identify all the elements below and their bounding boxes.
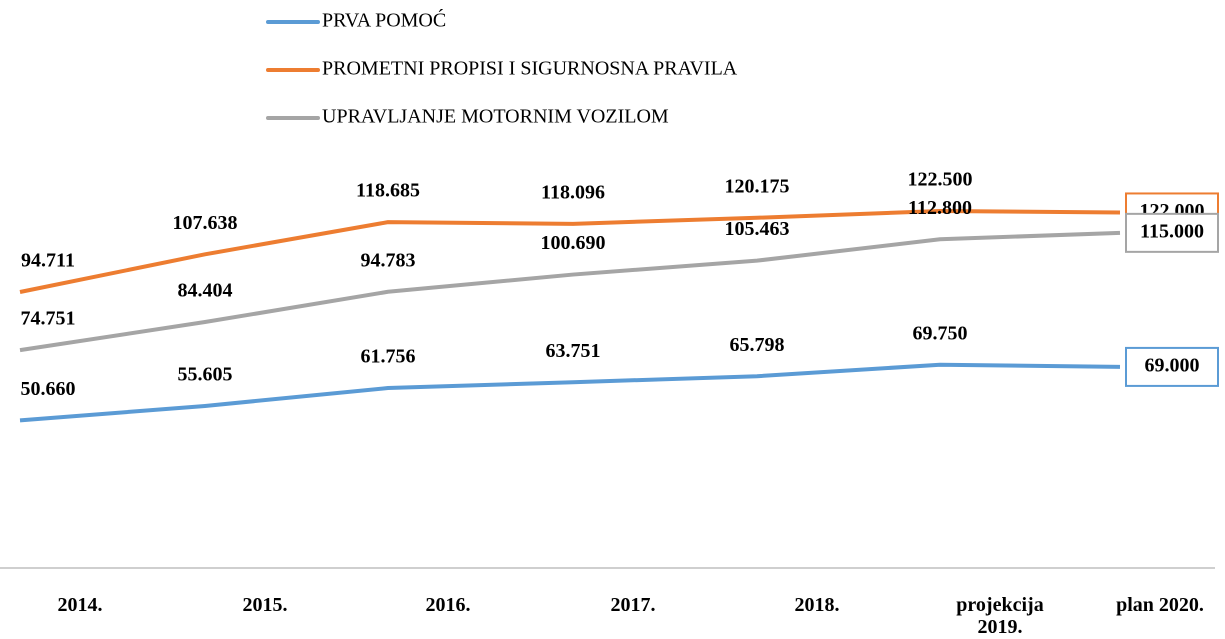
data-label: 122.500 bbox=[908, 169, 973, 191]
data-label: 115.000 bbox=[1140, 220, 1204, 242]
data-label: 63.751 bbox=[546, 340, 601, 362]
data-label: 55.605 bbox=[178, 364, 233, 386]
legend-label: UPRAVLJANJE MOTORNIM VOZILOM bbox=[322, 106, 669, 128]
data-label: 50.660 bbox=[21, 378, 76, 400]
data-label: 105.463 bbox=[725, 218, 790, 240]
data-label: 84.404 bbox=[178, 280, 233, 302]
data-label: 118.685 bbox=[356, 180, 420, 202]
data-label: 94.711 bbox=[21, 250, 75, 272]
legend-label: PROMETNI PROPISI I SIGURNOSNA PRAVILA bbox=[322, 58, 738, 80]
data-label: 100.690 bbox=[541, 232, 606, 254]
x-tick-label: projekcija 2019. bbox=[956, 594, 1044, 638]
data-label: 69.750 bbox=[913, 322, 968, 344]
line-series bbox=[19, 230, 1121, 353]
x-tick-label: 2016. bbox=[425, 594, 471, 616]
data-label: 74.751 bbox=[21, 308, 76, 330]
data-label: 112.800 bbox=[908, 197, 972, 219]
data-label: 65.798 bbox=[730, 334, 785, 356]
x-tick-label: 2015. bbox=[242, 594, 288, 616]
line-series bbox=[19, 209, 1121, 294]
data-label: 107.638 bbox=[173, 212, 238, 234]
legend-label: PRVA POMOĆ bbox=[322, 8, 446, 32]
x-tick-label: 2017. bbox=[610, 594, 656, 616]
data-label: 118.096 bbox=[541, 181, 605, 203]
x-tick-label: 2014. bbox=[57, 594, 103, 616]
x-tick-label: 2018. bbox=[794, 594, 840, 616]
data-label: 120.175 bbox=[725, 175, 790, 197]
data-label: 69.000 bbox=[1145, 355, 1200, 377]
x-tick-label: plan 2020. bbox=[1116, 594, 1204, 616]
data-label-box bbox=[1125, 346, 1219, 387]
data-label: 61.756 bbox=[361, 346, 416, 368]
line-series bbox=[19, 362, 1121, 423]
data-label: 94.783 bbox=[361, 249, 416, 271]
data-label-box bbox=[1125, 212, 1219, 253]
